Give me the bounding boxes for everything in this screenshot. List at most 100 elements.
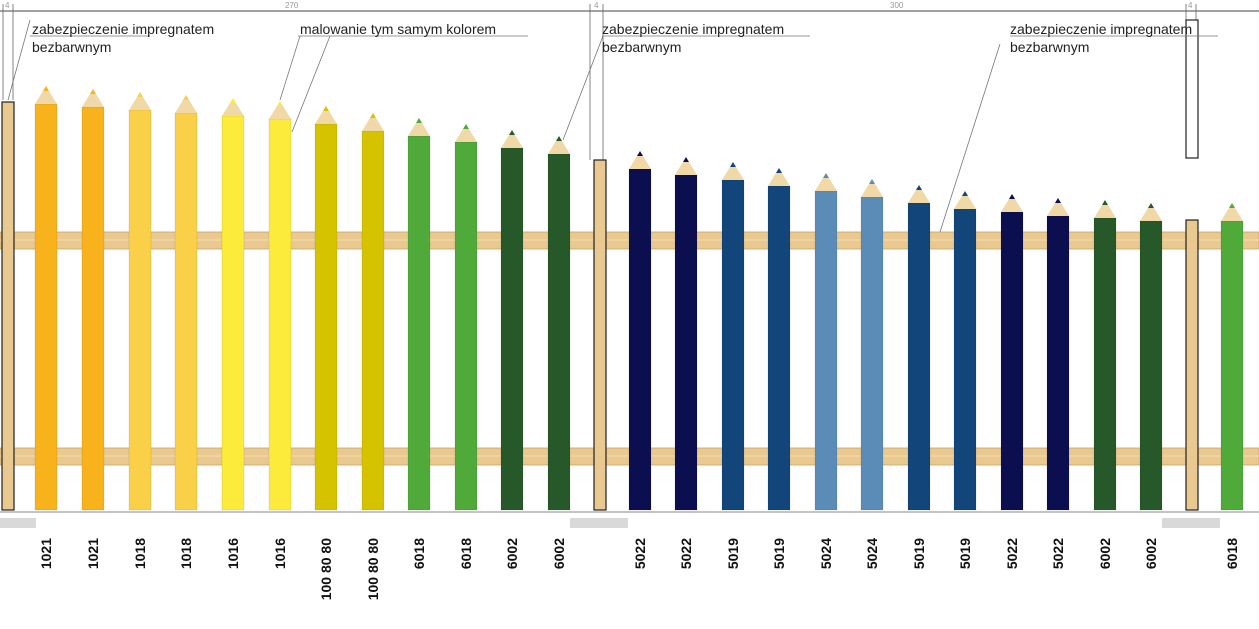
post-left <box>1 101 15 511</box>
pencil-wood-tip <box>1221 208 1243 221</box>
pencil-wood-tip <box>675 162 697 175</box>
pencil-lead <box>869 179 875 184</box>
ground <box>0 511 1259 528</box>
pencil-picket <box>1093 200 1117 511</box>
color-code-label: 5024 <box>864 538 880 569</box>
callout-left-top-line1: zabezpieczenie impregnatem <box>32 21 215 37</box>
color-code-label: 1021 <box>85 538 101 569</box>
pencil-picket <box>860 179 884 511</box>
pencil-picket <box>407 118 431 511</box>
pencil-picket <box>721 162 745 511</box>
pencil-wood-tip <box>269 106 291 119</box>
pencil-lead <box>823 173 829 178</box>
callout-middle-top: malowanie tym samym kolorem <box>300 20 496 38</box>
pencil-lead <box>137 92 143 97</box>
color-code-label: 6002 <box>1097 538 1113 569</box>
pencil-picket <box>907 185 931 511</box>
pencil-picket <box>1139 203 1163 511</box>
dim-right-post: 4 <box>1188 1 1193 10</box>
pencil-picket <box>34 86 58 511</box>
pencil-body <box>1046 215 1070 511</box>
leader-lines <box>7 19 1218 233</box>
color-code-label: 6002 <box>504 538 520 569</box>
pencil-picket <box>81 89 105 511</box>
callout-center-top-line2: bezbarwnym <box>602 39 682 55</box>
color-code-label: 6002 <box>1143 538 1159 569</box>
callout-right-top-line2: bezbarwnym <box>1010 39 1090 55</box>
pencil-body <box>361 130 385 511</box>
pencil-lead <box>323 106 329 111</box>
pencil-picket <box>128 92 152 511</box>
pencil-wood-tip <box>908 190 930 203</box>
pencil-lead <box>509 130 515 135</box>
pencil-lead <box>556 136 562 141</box>
color-code-label: 5019 <box>725 538 741 569</box>
callout-left-top-line2: bezbarwnym <box>32 39 112 55</box>
pencil-lead <box>776 168 782 173</box>
pencil-body <box>767 185 791 511</box>
pencil-lead <box>1229 203 1235 208</box>
pencil-picket <box>454 124 478 511</box>
color-code-label: 5019 <box>911 538 927 569</box>
color-code-label: 6018 <box>1224 538 1240 569</box>
dim-section-2: 300 <box>890 1 904 10</box>
dimension-line: 4 270 4 300 4 <box>0 1 1259 160</box>
pencil-picket <box>268 101 292 511</box>
pencil-picket <box>1046 198 1070 511</box>
pencil-lead <box>1009 194 1015 199</box>
pencil-body <box>907 202 931 511</box>
color-code-label: 1018 <box>178 538 194 569</box>
posts <box>1 19 1199 511</box>
pencil-lead <box>1102 200 1108 205</box>
pencil-wood-tip <box>1047 203 1069 216</box>
pencil-wood-tip <box>408 123 430 136</box>
pencil-wood-tip <box>861 184 883 197</box>
color-code-label: 5019 <box>771 538 787 569</box>
pencil-wood-tip <box>722 167 744 180</box>
color-code-label: 5022 <box>1050 538 1066 569</box>
pencil-body <box>314 123 338 511</box>
color-code-label: 5022 <box>632 538 648 569</box>
color-code-label: 5022 <box>678 538 694 569</box>
pencil-wood-tip <box>222 103 244 116</box>
pencil-picket <box>547 136 571 511</box>
pencil-body <box>721 179 745 511</box>
pencil-picket <box>361 113 385 511</box>
color-code-label: 100 80 80 <box>318 538 334 600</box>
color-code-label: 6018 <box>458 538 474 569</box>
color-code-label: 100 80 80 <box>365 538 381 600</box>
pencil-wood-tip <box>501 135 523 148</box>
pencil-picket <box>221 98 245 511</box>
pencil-pickets <box>34 86 1244 511</box>
pencil-wood-tip <box>175 100 197 113</box>
callout-middle-top-line1: malowanie tym samym kolorem <box>300 21 497 37</box>
pencil-body <box>1000 211 1024 511</box>
pencil-picket <box>500 130 524 511</box>
pencil-wood-tip <box>629 156 651 169</box>
post-middle <box>593 159 607 511</box>
callout-right-top-line1: zabezpieczenie impregnatem <box>1010 21 1193 37</box>
post-base-left <box>0 518 36 528</box>
pencil-body <box>860 196 884 511</box>
pencil-body <box>1093 217 1117 511</box>
pencil-wood-tip <box>1140 208 1162 221</box>
pencil-body <box>454 141 478 511</box>
pencil-lead <box>962 191 968 196</box>
pencil-picket <box>674 157 698 511</box>
pencil-body <box>674 174 698 511</box>
pencil-body <box>500 147 524 511</box>
pencil-body <box>1220 220 1244 511</box>
dim-middle-post: 4 <box>594 1 599 10</box>
pencil-lead <box>183 95 189 100</box>
pencil-picket <box>814 173 838 511</box>
color-code-label: 1016 <box>272 538 288 569</box>
color-code-label: 1016 <box>225 538 241 569</box>
pencil-lead <box>90 89 96 94</box>
dim-left-post: 4 <box>5 1 10 10</box>
pencil-lead <box>1055 198 1061 203</box>
post-right-upper <box>1185 19 1199 159</box>
pencil-body <box>221 115 245 511</box>
pencil-lead <box>416 118 422 123</box>
pencil-picket <box>953 191 977 511</box>
pencil-lead <box>730 162 736 167</box>
